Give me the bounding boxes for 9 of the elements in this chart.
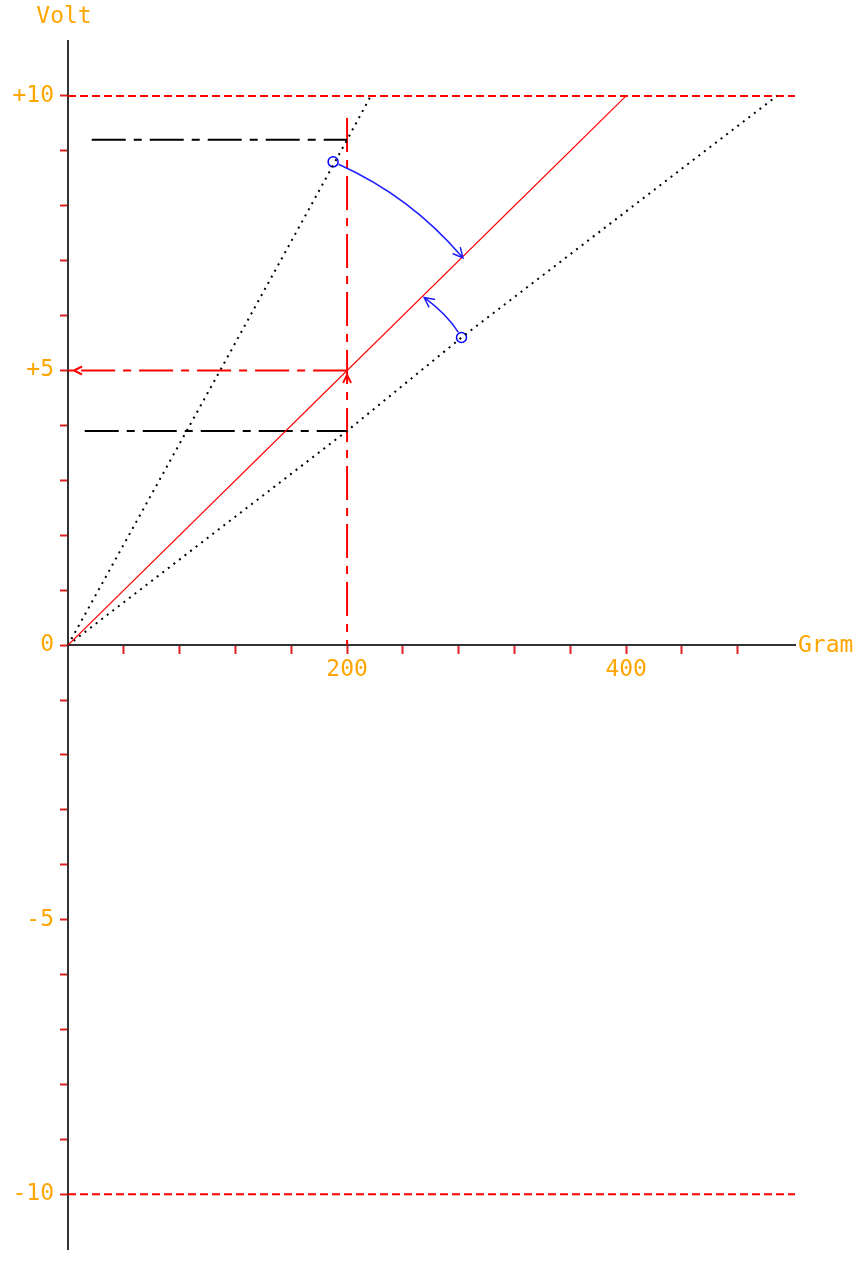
y-tick-label: -10: [12, 1179, 54, 1206]
y-axis-title: Volt: [36, 2, 92, 29]
x-tick-label: 200: [326, 654, 368, 681]
y-tick-label: 0: [40, 630, 54, 657]
x-tick-label: 400: [605, 654, 647, 681]
y-tick-label: -5: [26, 904, 54, 931]
x-axis-title: Gram: [798, 631, 854, 658]
y-tick-label: +10: [12, 80, 54, 107]
y-tick-label: +5: [26, 355, 54, 382]
